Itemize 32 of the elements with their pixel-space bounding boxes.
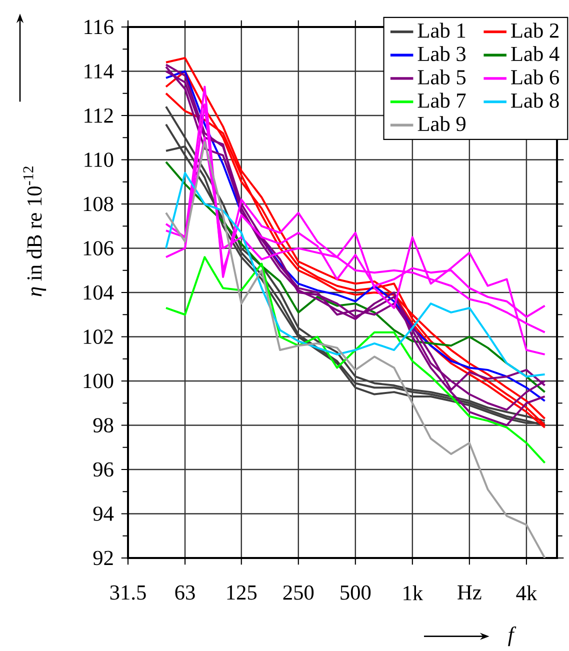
x-tick-label: 125 xyxy=(227,585,257,600)
legend-label: Lab 7 xyxy=(418,92,466,108)
y-tick-label: 104 xyxy=(84,285,114,300)
y-tick-label: 92 xyxy=(93,550,113,566)
legend-label: Lab 2 xyxy=(511,22,558,38)
y-axis-title: η in dB re 10$^{-12}$ xyxy=(23,166,46,296)
y-tick-label: 100 xyxy=(84,374,114,388)
y-tick-label: 116 xyxy=(84,20,114,34)
y-tick-label: 94 xyxy=(93,506,114,521)
y-tick-label: 102 xyxy=(84,330,113,344)
legend-label: Lab 4 xyxy=(511,46,560,62)
y-tick-label: 108 xyxy=(84,196,114,212)
legend-label: Lab 5 xyxy=(418,69,466,84)
y-tick-label: 114 xyxy=(84,64,114,78)
y-tick-label: 106 xyxy=(84,241,114,256)
y-tick-label: 112 xyxy=(84,108,113,123)
legend-label: Lab 8 xyxy=(511,92,559,108)
x-tick-label: 31.5 xyxy=(110,585,146,600)
x-tick-label: 500 xyxy=(340,585,371,600)
y-tick-label: 110 xyxy=(84,152,114,167)
x-tick-label: Hz xyxy=(458,585,482,600)
x-tick-label: 63 xyxy=(175,585,195,600)
y-tick-label: 98 xyxy=(93,418,114,432)
legend-label: Lab 6 xyxy=(511,69,560,84)
x-tick-label: 250 xyxy=(283,585,314,600)
legend-label: Lab 3 xyxy=(418,46,466,62)
x-tick-label: 1k xyxy=(404,585,424,600)
x-axis-title: f xyxy=(508,626,516,646)
legend-label: Lab 1 xyxy=(418,22,466,38)
legend-label: Lab 9 xyxy=(418,116,466,132)
x-tick-label: 4k xyxy=(516,585,538,600)
y-tick-label: 96 xyxy=(93,462,114,477)
